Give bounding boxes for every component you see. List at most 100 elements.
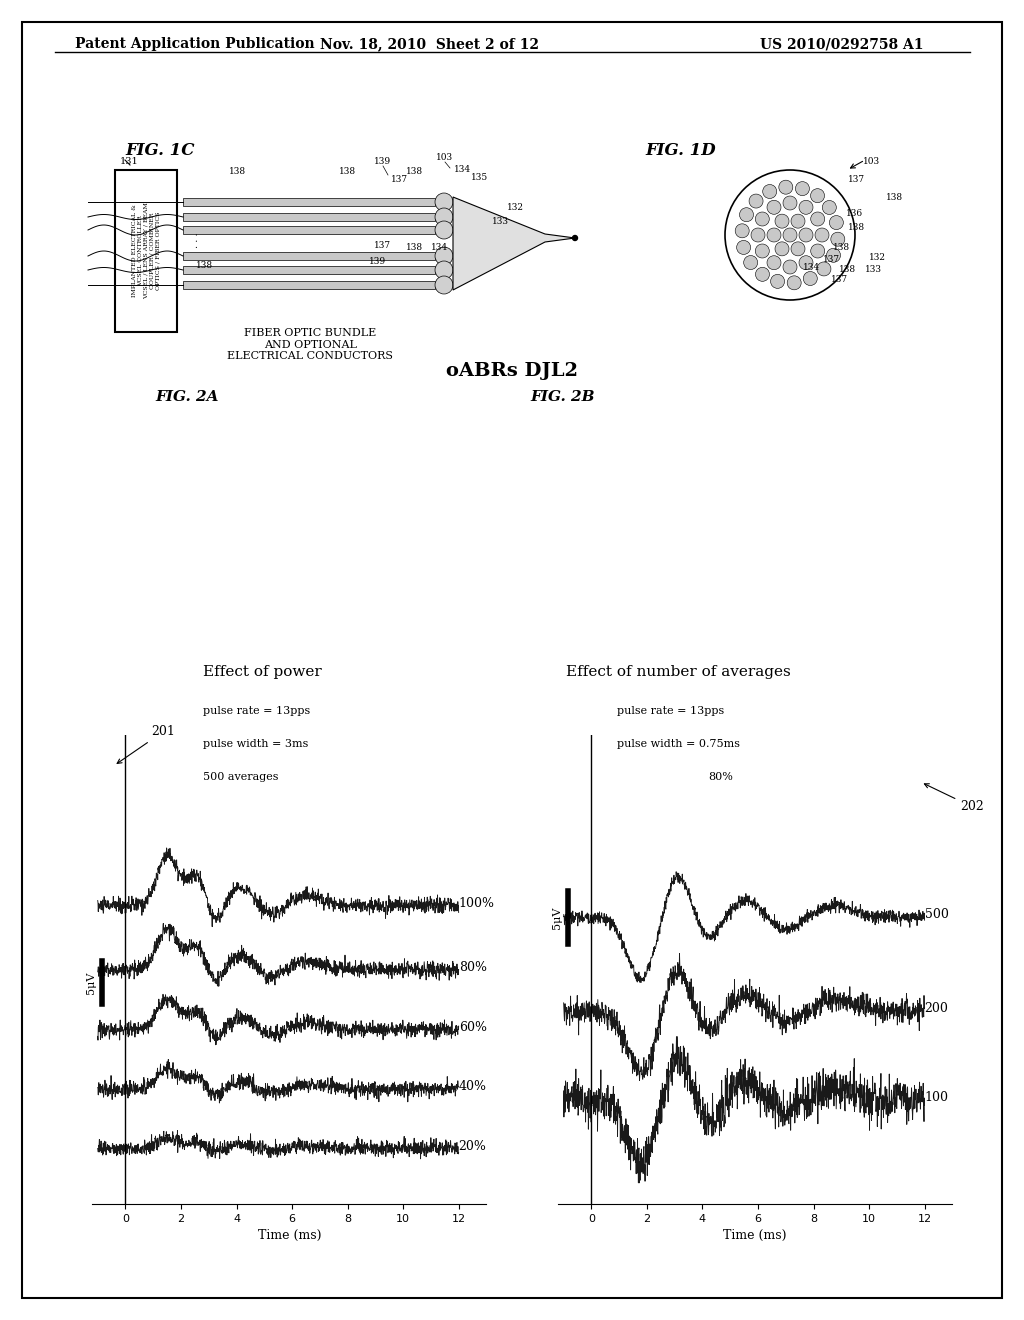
- Text: 136: 136: [847, 209, 863, 218]
- Circle shape: [435, 261, 453, 279]
- Bar: [115, 170, 177, 333]
- Text: 138: 138: [229, 168, 247, 177]
- Circle shape: [767, 228, 781, 242]
- Circle shape: [435, 247, 453, 265]
- Text: 138: 138: [407, 168, 424, 177]
- Circle shape: [799, 201, 813, 214]
- Circle shape: [435, 193, 453, 211]
- Circle shape: [817, 261, 830, 276]
- Circle shape: [739, 207, 754, 222]
- Text: FIG. 1C: FIG. 1C: [125, 143, 195, 158]
- Text: 137: 137: [849, 176, 865, 185]
- Circle shape: [735, 224, 750, 238]
- Text: 131: 131: [120, 157, 138, 166]
- Bar: [183, 213, 435, 220]
- Polygon shape: [453, 197, 575, 290]
- Text: Effect of number of averages: Effect of number of averages: [566, 665, 791, 678]
- Circle shape: [815, 228, 829, 242]
- Text: 138: 138: [887, 194, 903, 202]
- Text: 134: 134: [804, 263, 820, 272]
- Text: 132: 132: [868, 252, 886, 261]
- Circle shape: [826, 248, 841, 263]
- Text: 132: 132: [507, 202, 523, 211]
- Circle shape: [767, 201, 781, 214]
- Text: pulse width = 0.75ms: pulse width = 0.75ms: [617, 739, 740, 750]
- Text: Nov. 18, 2010  Sheet 2 of 12: Nov. 18, 2010 Sheet 2 of 12: [321, 37, 540, 51]
- Circle shape: [775, 242, 790, 256]
- Text: 133: 133: [864, 265, 882, 275]
- Text: 137: 137: [823, 256, 841, 264]
- Circle shape: [811, 189, 824, 203]
- Circle shape: [736, 240, 751, 255]
- Circle shape: [767, 256, 781, 269]
- Text: pulse rate = 13pps: pulse rate = 13pps: [617, 706, 724, 717]
- Circle shape: [822, 201, 837, 214]
- Text: 138: 138: [849, 223, 865, 232]
- Circle shape: [775, 214, 790, 228]
- Text: 201: 201: [117, 725, 175, 763]
- Text: 5μV: 5μV: [552, 907, 562, 929]
- Circle shape: [791, 242, 805, 256]
- Text: 500 averages: 500 averages: [203, 772, 279, 781]
- Circle shape: [783, 228, 797, 242]
- Circle shape: [799, 256, 813, 269]
- Text: US 2010/0292758 A1: US 2010/0292758 A1: [760, 37, 924, 51]
- Text: 103: 103: [863, 157, 881, 166]
- Text: 5μV: 5μV: [86, 972, 96, 994]
- Text: 137: 137: [391, 176, 409, 185]
- Text: 138: 138: [197, 261, 214, 271]
- Text: 139: 139: [375, 157, 391, 166]
- Bar: [183, 267, 435, 275]
- Circle shape: [829, 215, 844, 230]
- Circle shape: [791, 214, 805, 228]
- Text: 80%: 80%: [708, 772, 733, 781]
- Text: 100: 100: [925, 1090, 948, 1104]
- X-axis label: Time (ms): Time (ms): [257, 1229, 322, 1242]
- Text: oABRs DJL2: oABRs DJL2: [446, 362, 578, 380]
- Circle shape: [803, 272, 817, 285]
- Circle shape: [725, 170, 855, 300]
- Circle shape: [811, 244, 824, 257]
- Circle shape: [435, 209, 453, 226]
- Circle shape: [796, 182, 809, 195]
- Text: Patent Application Publication: Patent Application Publication: [75, 37, 314, 51]
- Text: 200: 200: [925, 1002, 948, 1015]
- Text: FIG. 2A: FIG. 2A: [155, 389, 218, 404]
- Text: 139: 139: [370, 257, 387, 267]
- Bar: [183, 226, 435, 234]
- Text: 133: 133: [492, 218, 509, 227]
- Circle shape: [779, 181, 793, 194]
- Text: 60%: 60%: [459, 1020, 486, 1034]
- Text: FIG. 2B: FIG. 2B: [530, 389, 595, 404]
- Circle shape: [756, 213, 769, 226]
- Text: 137: 137: [831, 276, 849, 285]
- Text: FIBER OPTIC BUNDLE
AND OPTIONAL
ELECTRICAL CONDUCTORS: FIBER OPTIC BUNDLE AND OPTIONAL ELECTRIC…: [227, 327, 393, 362]
- Circle shape: [751, 228, 765, 242]
- Text: 100%: 100%: [459, 898, 495, 909]
- Text: 40%: 40%: [459, 1080, 486, 1093]
- Circle shape: [572, 235, 578, 240]
- Circle shape: [756, 268, 769, 281]
- Circle shape: [799, 228, 813, 242]
- Text: 103: 103: [436, 153, 454, 162]
- Bar: [183, 198, 435, 206]
- Circle shape: [750, 194, 763, 209]
- Circle shape: [435, 220, 453, 239]
- Circle shape: [787, 276, 801, 290]
- Text: . . .: . . .: [191, 232, 200, 248]
- Circle shape: [771, 275, 784, 288]
- Text: pulse width = 3ms: pulse width = 3ms: [203, 739, 308, 750]
- Text: FIG. 1D: FIG. 1D: [645, 143, 716, 158]
- Circle shape: [743, 256, 758, 269]
- Text: 138: 138: [407, 243, 424, 252]
- Circle shape: [763, 185, 777, 198]
- Text: 20%: 20%: [459, 1140, 486, 1152]
- Text: IMPLANTED ELECTRICAL &
VCSEL CONTROLLER
VCSEL / LENS ARRAY / BEAM
COUPLER / COMB: IMPLANTED ELECTRICAL & VCSEL CONTROLLER …: [132, 202, 160, 300]
- Text: 135: 135: [471, 173, 488, 182]
- Text: 80%: 80%: [459, 961, 486, 974]
- Bar: [183, 252, 435, 260]
- Text: Effect of power: Effect of power: [203, 665, 322, 678]
- Text: 500: 500: [925, 908, 948, 921]
- X-axis label: Time (ms): Time (ms): [723, 1229, 787, 1242]
- Text: 202: 202: [925, 784, 984, 813]
